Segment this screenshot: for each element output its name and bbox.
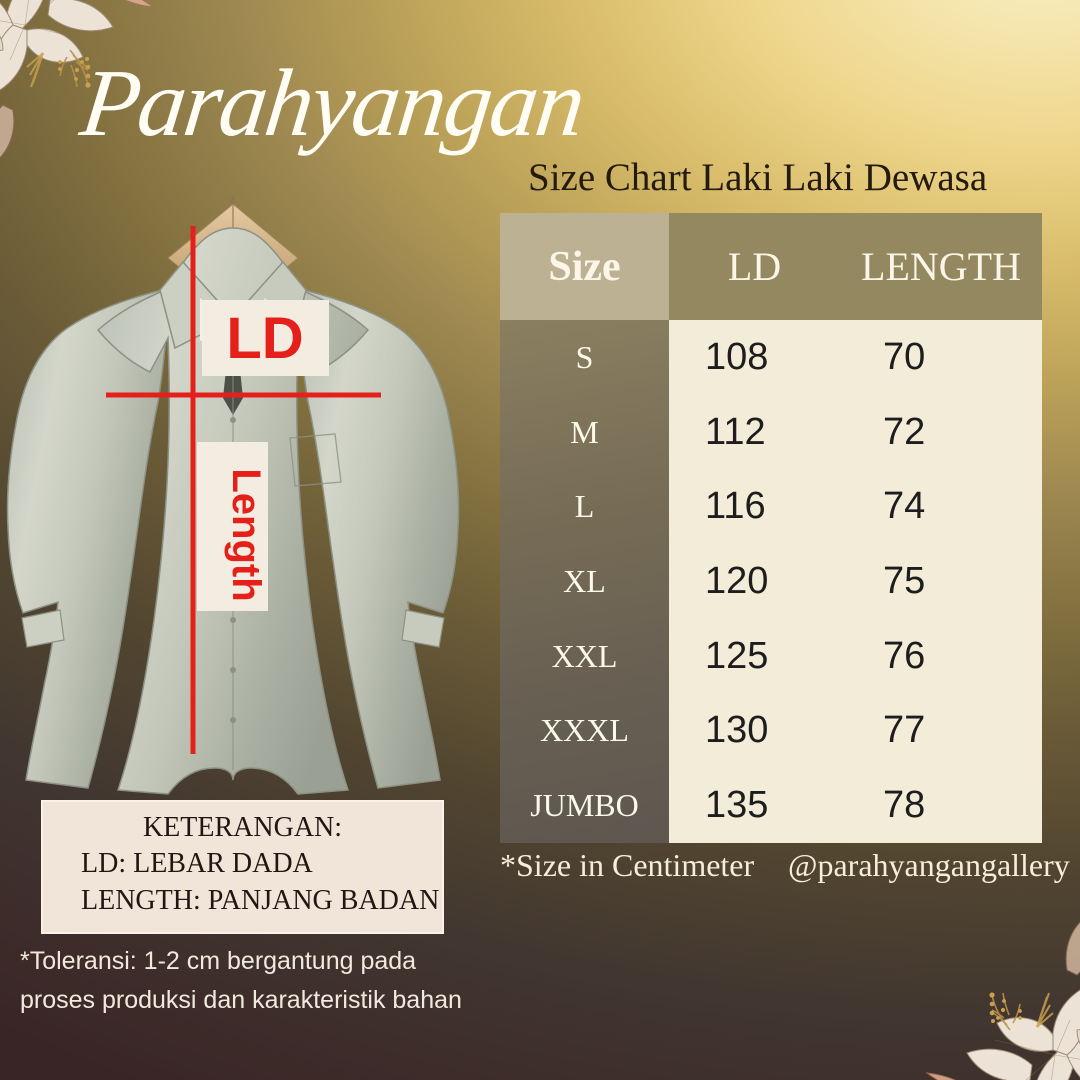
svg-text:Length: Length	[224, 468, 268, 601]
